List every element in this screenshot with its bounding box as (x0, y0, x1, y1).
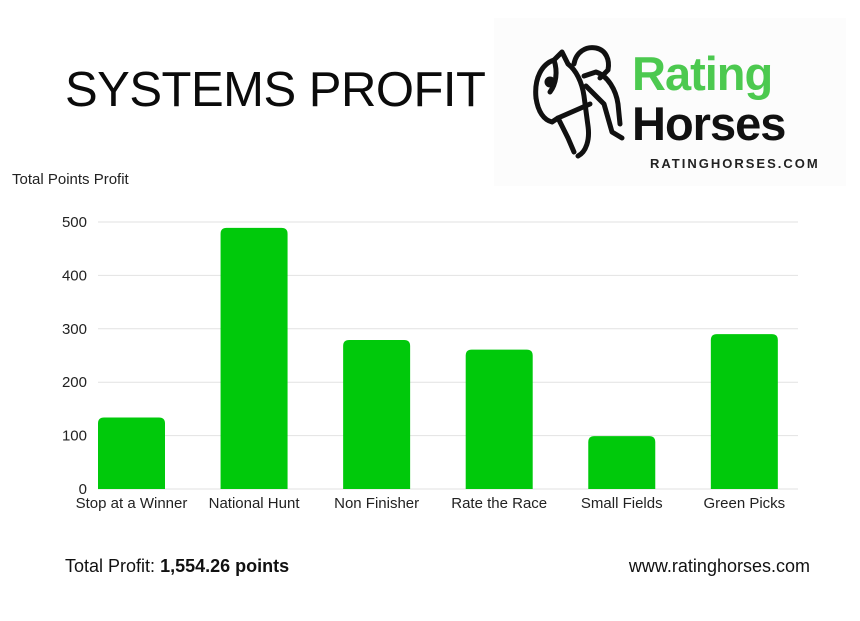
bar (98, 417, 165, 489)
x-tick-label: Rate the Race (451, 495, 547, 512)
y-axis-title: Total Points Profit (12, 171, 129, 188)
logo-word-rating: Rating (632, 47, 773, 100)
total-profit-label: Total Profit: (65, 556, 156, 576)
bar (465, 349, 533, 489)
total-profit-value: 1,554.26 points (160, 556, 290, 576)
logo-url: RATINGHORSES.COM (650, 156, 820, 171)
logo-word-horses: Horses (632, 97, 786, 150)
y-tick-label: 100 (62, 428, 87, 445)
x-tick-label: Stop at a Winner (76, 495, 188, 512)
y-tick-label: 0 (79, 481, 87, 498)
bar (710, 334, 778, 489)
y-tick-label: 300 (62, 321, 87, 338)
x-tick-label: Non Finisher (334, 495, 419, 512)
x-tick-label: National Hunt (209, 495, 301, 512)
x-tick-label: Small Fields (581, 495, 663, 512)
page-title: SYSTEMS PROFIT (65, 63, 486, 117)
jockey-horse-icon (533, 45, 625, 159)
bar (220, 227, 288, 489)
total-profit: Total Profit: 1,554.26 points (65, 556, 289, 577)
bar (588, 436, 656, 489)
y-tick-label: 500 (62, 214, 87, 231)
bar (343, 340, 411, 489)
website-url: www.ratinghorses.com (628, 556, 810, 576)
y-tick-label: 200 (62, 374, 87, 391)
y-tick-label: 400 (62, 267, 87, 284)
rating-horses-logo: Rating Horses RATINGHORSES.COM (494, 18, 846, 186)
x-tick-label: Green Picks (703, 495, 785, 512)
